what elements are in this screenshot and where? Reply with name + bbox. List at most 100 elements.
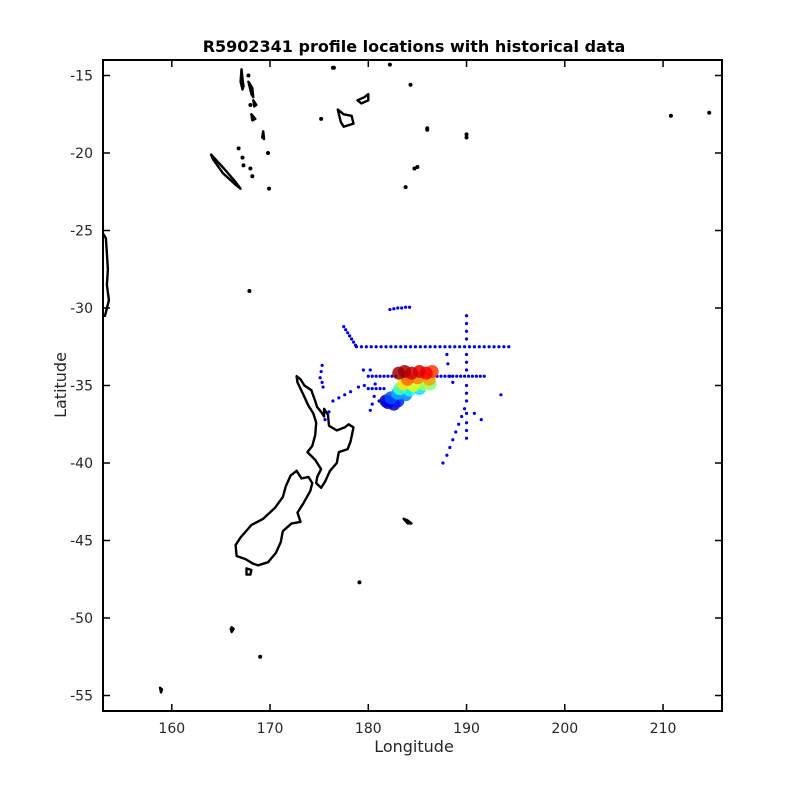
historical-profile-point [349, 390, 353, 394]
historical-profile-point [502, 345, 506, 349]
historical-profile-point [472, 345, 476, 349]
x-tick-label: 190 [453, 721, 480, 737]
historical-profile-point [462, 407, 467, 411]
historical-profile-point [319, 369, 323, 374]
historical-profile-point [477, 345, 481, 349]
y-tick-label: -30 [70, 301, 93, 317]
historical-profile-point [366, 387, 370, 391]
historical-profile-point [478, 374, 482, 378]
historical-profile-point [470, 374, 475, 378]
historical-profile-point [462, 345, 467, 349]
historical-profile-point [418, 345, 422, 349]
historical-profile-point [370, 387, 374, 391]
historical-profile-point [464, 411, 469, 415]
historical-profile-point [400, 306, 404, 310]
x-axis-label: Longitude [374, 737, 454, 756]
historical-profile-point [497, 345, 501, 349]
historical-profile-point [507, 345, 511, 349]
historical-profile-point [467, 345, 472, 349]
historical-profile-point [323, 418, 327, 422]
historical-profile-point [464, 321, 469, 326]
coastline-outline [209, 153, 242, 190]
historical-profile-point [439, 374, 443, 378]
island-mark [248, 166, 253, 171]
historical-profile-point [464, 428, 469, 433]
historical-profile-point [464, 352, 469, 357]
historical-profile-point [458, 345, 462, 349]
historical-profile-point [361, 368, 365, 372]
coastline-outline [295, 375, 355, 489]
y-tick-label: -45 [70, 534, 93, 550]
x-tick-label: 210 [650, 721, 677, 737]
historical-profile-point [368, 408, 372, 412]
historical-profile-point [474, 374, 478, 378]
x-tick-label: 200 [551, 721, 578, 737]
island-mark [246, 73, 251, 78]
coastline-outline [252, 99, 258, 108]
coastline-outline [356, 92, 370, 105]
historical-profile-point [351, 340, 356, 344]
x-tick-label: 170 [257, 721, 284, 737]
historical-profile-point [388, 307, 392, 312]
historical-profile-point [492, 345, 496, 349]
historical-profile-point [349, 337, 354, 341]
historical-profile-point [447, 374, 451, 378]
historical-profile-point [366, 374, 370, 378]
historical-profile-point [370, 402, 374, 406]
historical-profile-point [356, 385, 361, 389]
island-mark [464, 132, 469, 137]
historical-profile-point [399, 345, 403, 349]
historical-profile-point [451, 374, 455, 378]
coastline-outline [229, 626, 235, 634]
historical-profile-point [443, 345, 447, 349]
historical-profile-point [359, 345, 364, 349]
historical-profile-point [382, 387, 386, 391]
island-mark [266, 151, 271, 155]
historical-profile-point [487, 345, 491, 349]
island-mark [247, 288, 252, 293]
island-mark [248, 102, 253, 107]
island-mark [357, 580, 362, 585]
historical-profile-point [320, 380, 324, 384]
coastline-outline [234, 469, 314, 567]
island-mark [387, 62, 392, 67]
historical-profile-point [464, 360, 469, 364]
coastline-outline [250, 113, 257, 122]
historical-profile-point [337, 396, 341, 400]
island-mark [464, 135, 469, 140]
island-mark [408, 82, 413, 87]
historical-profile-point [346, 331, 350, 335]
historical-profile-point [321, 385, 325, 389]
historical-profile-point [331, 399, 335, 403]
island-mark [707, 110, 712, 115]
historical-profile-point [454, 430, 458, 434]
historical-profile-point [408, 345, 413, 349]
historical-profile-point [482, 345, 486, 349]
historical-profile-point [482, 374, 486, 378]
historical-profile-point [464, 391, 469, 395]
y-tick-label: -35 [70, 379, 93, 395]
island-mark [250, 174, 255, 179]
historical-profile-point [344, 328, 348, 332]
historical-profile-point [348, 334, 352, 338]
coastline-outline [158, 686, 164, 694]
y-tick-label: -25 [70, 224, 93, 240]
historical-profile-point [445, 352, 449, 357]
historical-profile-point [392, 307, 396, 311]
island-mark [236, 146, 241, 151]
coastline-outline [402, 517, 413, 525]
historical-profile-point [354, 345, 359, 349]
historical-profile-point [464, 329, 469, 333]
chart-title: R5902341 profile locations with historic… [203, 37, 626, 56]
historical-profile-point [448, 445, 452, 450]
historical-profile-point [479, 418, 483, 422]
historical-profile-point [413, 345, 418, 349]
island-mark [412, 166, 417, 171]
historical-profile-point [379, 345, 383, 349]
historical-profile-point [464, 383, 469, 388]
historical-profile-point [318, 376, 322, 380]
historical-profile-point [423, 345, 427, 349]
y-tick-label: -50 [70, 611, 93, 627]
historical-profile-point [373, 382, 377, 386]
historical-profile-point [451, 438, 455, 442]
